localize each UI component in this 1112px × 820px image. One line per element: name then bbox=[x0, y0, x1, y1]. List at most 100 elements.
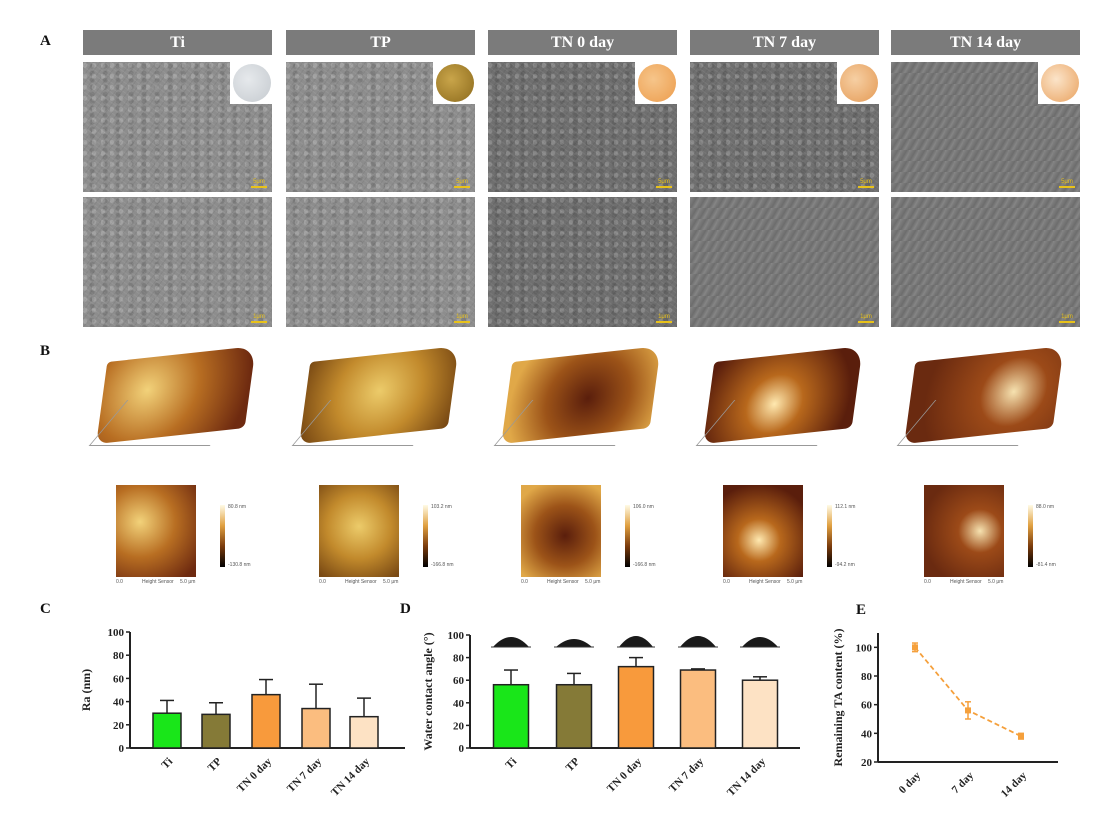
afm-colorbar bbox=[423, 505, 428, 567]
bar bbox=[201, 713, 231, 749]
scale-bar: 5μm bbox=[858, 179, 874, 188]
bar bbox=[555, 683, 593, 749]
colorbar-max: 88.0 nm bbox=[1036, 504, 1055, 510]
sem-image-high-mag: 1μm bbox=[286, 197, 475, 327]
afm-height-map bbox=[924, 485, 1004, 577]
panel-label-c: C bbox=[40, 601, 51, 617]
y-tick-label: 60 bbox=[113, 673, 125, 685]
bar bbox=[152, 712, 182, 749]
y-tick-label: 20 bbox=[113, 720, 125, 732]
y-tick-label: 20 bbox=[453, 720, 465, 732]
scale-bar: 1μm bbox=[1059, 314, 1075, 323]
y-tick-label: 80 bbox=[861, 671, 873, 683]
bar bbox=[679, 669, 717, 749]
sample-photo bbox=[433, 62, 475, 104]
afm-x-label: Height Sensor bbox=[547, 579, 579, 585]
colorbar-min: -166.8 nm bbox=[633, 562, 656, 568]
sem-image-high-mag: 1μm bbox=[891, 197, 1080, 327]
afm-height-map bbox=[521, 485, 601, 577]
y-axis-label: Ra (nm) bbox=[79, 669, 93, 711]
sem-image-high-mag: 1μm bbox=[690, 197, 879, 327]
sem-image-low-mag: 5μm bbox=[286, 62, 475, 192]
afm-colorbar bbox=[1028, 505, 1033, 567]
panel-label-e: E bbox=[856, 602, 867, 618]
afm-x-label: Height Sensor bbox=[345, 579, 377, 585]
sem-image-high-mag: 1μm bbox=[83, 197, 272, 327]
x-tick-label: 0 day bbox=[897, 769, 924, 796]
afm-x-end: 5.0 μm bbox=[787, 579, 803, 585]
water-droplet bbox=[680, 636, 716, 647]
series-line bbox=[914, 646, 1022, 738]
sem-image-low-mag: 5μm bbox=[690, 62, 879, 192]
scale-bar: 1μm bbox=[251, 314, 267, 323]
group-header: Ti bbox=[83, 30, 272, 55]
panel-label-a: A bbox=[40, 33, 51, 49]
y-axis-label: Water contact angle (°) bbox=[421, 632, 435, 750]
water-droplet bbox=[556, 639, 592, 647]
afm-x-end: 5.0 μm bbox=[585, 579, 601, 585]
sample-photo bbox=[837, 62, 879, 104]
bar bbox=[741, 679, 779, 749]
y-tick-label: 40 bbox=[113, 697, 125, 709]
scale-bar: 1μm bbox=[454, 314, 470, 323]
y-tick-label: 0 bbox=[459, 743, 465, 755]
panel-label-b: B bbox=[40, 343, 51, 359]
x-tick-label: TN 7 day bbox=[285, 755, 325, 795]
afm-x-start: 0.0 bbox=[924, 579, 931, 585]
x-tick-label: TN 0 day bbox=[235, 755, 275, 795]
colorbar-min: -130.8 nm bbox=[228, 562, 251, 568]
y-tick-label: 0 bbox=[119, 743, 125, 755]
colorbar-max: 112.1 nm bbox=[835, 504, 856, 510]
panel-label-d: D bbox=[400, 601, 411, 617]
x-tick-label: TN 0 day bbox=[605, 755, 645, 795]
y-tick-label: 100 bbox=[448, 630, 465, 642]
bar bbox=[617, 665, 655, 749]
afm-x-start: 0.0 bbox=[319, 579, 326, 585]
afm-height-map bbox=[723, 485, 803, 577]
afm-x-end: 5.0 μm bbox=[180, 579, 196, 585]
x-tick-label: TN 14 day bbox=[329, 755, 372, 798]
colorbar-max: 80.8 nm bbox=[228, 504, 247, 510]
data-point bbox=[965, 707, 971, 714]
x-tick-label: 14 day bbox=[999, 769, 1030, 800]
sample-photo bbox=[230, 62, 272, 104]
colorbar-min: -166.8 nm bbox=[431, 562, 454, 568]
scale-bar: 1μm bbox=[656, 314, 672, 323]
x-tick-label: Ti bbox=[503, 756, 519, 772]
colorbar-max: 103.2 nm bbox=[431, 504, 452, 510]
water-droplet bbox=[742, 637, 778, 647]
y-tick-label: 20 bbox=[861, 757, 873, 769]
sample-photo bbox=[635, 62, 677, 104]
x-tick-label: 7 day bbox=[950, 769, 977, 796]
y-tick-label: 80 bbox=[453, 653, 465, 665]
group-header: TN 0 day bbox=[488, 30, 677, 55]
afm-colorbar bbox=[625, 505, 630, 567]
sem-image-low-mag: 5μm bbox=[83, 62, 272, 192]
afm-colorbar bbox=[220, 505, 225, 567]
data-point bbox=[1018, 733, 1024, 740]
bar bbox=[349, 715, 379, 749]
colorbar-min: -81.4 nm bbox=[1036, 562, 1056, 568]
bar bbox=[251, 693, 281, 749]
y-tick-label: 80 bbox=[113, 650, 125, 662]
group-header: TN 7 day bbox=[690, 30, 879, 55]
scale-bar: 5μm bbox=[1059, 179, 1075, 188]
group-header: TN 14 day bbox=[891, 30, 1080, 55]
afm-x-end: 5.0 μm bbox=[988, 579, 1004, 585]
colorbar-min: -94.2 nm bbox=[835, 562, 855, 568]
afm-x-start: 0.0 bbox=[116, 579, 123, 585]
y-tick-label: 100 bbox=[108, 627, 125, 639]
x-tick-label: TN 14 day bbox=[725, 755, 768, 798]
afm-x-start: 0.0 bbox=[521, 579, 528, 585]
scale-bar: 5μm bbox=[454, 179, 470, 188]
scale-bar: 5μm bbox=[251, 179, 267, 188]
afm-x-start: 0.0 bbox=[723, 579, 730, 585]
colorbar-max: 106.0 nm bbox=[633, 504, 654, 510]
bar bbox=[492, 683, 530, 749]
sem-image-low-mag: 5μm bbox=[891, 62, 1080, 192]
afm-x-label: Height Sensor bbox=[749, 579, 781, 585]
data-point bbox=[912, 644, 918, 651]
afm-x-end: 5.0 μm bbox=[383, 579, 399, 585]
y-axis-label: Remaining TA content (%) bbox=[831, 629, 845, 767]
